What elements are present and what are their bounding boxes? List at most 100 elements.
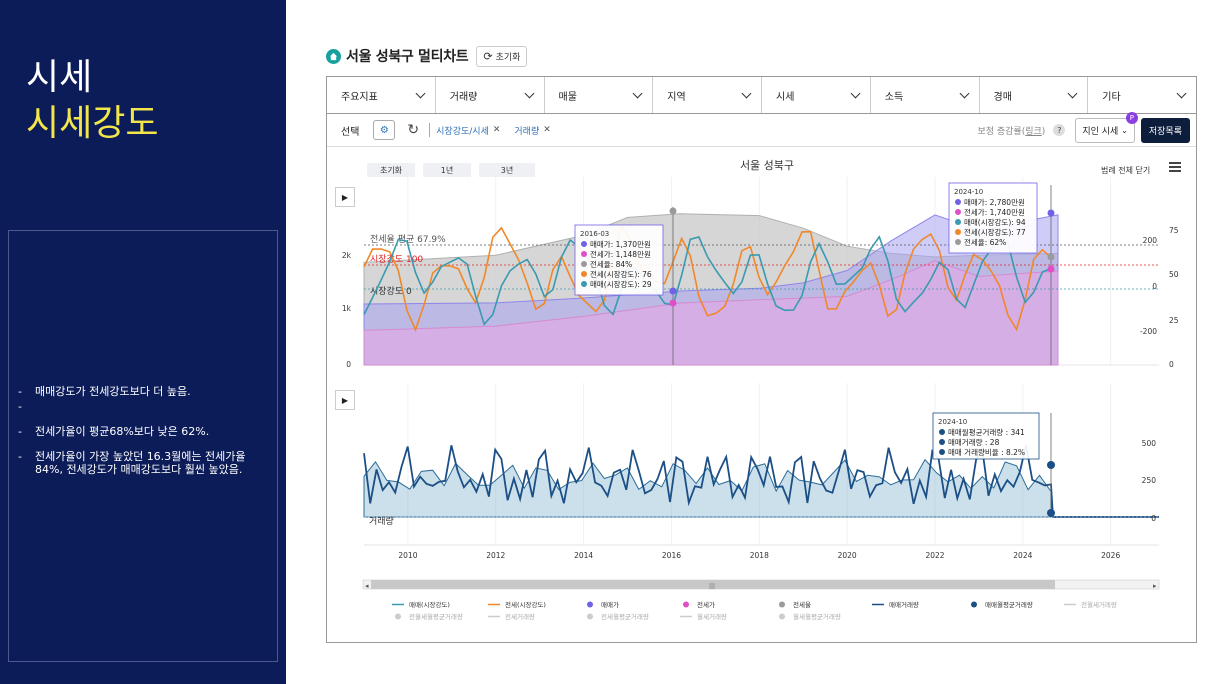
- legend-label: 전세거래량: [505, 612, 535, 621]
- chevron-down-icon: ⌄: [1121, 125, 1128, 135]
- legend-item[interactable]: 전세율: [779, 600, 811, 609]
- point-jeonse-price-2016: [669, 299, 677, 307]
- refresh-icon[interactable]: ↻: [407, 122, 420, 138]
- slide-panel: 시세 시세강도 - 매매강도가 전세강도보다 더 높음. - - 전세가율이 평균6…: [0, 0, 286, 684]
- legend-label: 월세월평균거래량: [793, 612, 841, 621]
- y-right-tick: 50: [1169, 270, 1179, 279]
- tab-volume[interactable]: 거래량: [436, 77, 545, 113]
- close-icon[interactable]: ✕: [492, 125, 501, 135]
- scroll-thumb[interactable]: [371, 580, 1055, 589]
- tooltip-row: 매매거래량 : 28: [948, 438, 1000, 447]
- price-source-dropdown[interactable]: 지인 시세 ⌄ P: [1075, 111, 1138, 143]
- zoom-1y-button[interactable]: 1년: [423, 163, 471, 177]
- legend-dot-marker: [395, 613, 401, 620]
- legend-item[interactable]: 전세거래량: [488, 612, 535, 621]
- chart-area: 초기화 1년 3년 서울 성북구 범례 전체 닫기 전세율 평균 67.9% 시…: [327, 147, 1196, 644]
- strength-100-label: 시장강도 100: [370, 254, 423, 265]
- chevron-down-icon: [850, 88, 861, 98]
- x-tick-label: 2010: [398, 551, 417, 560]
- premium-badge: P: [1125, 111, 1138, 124]
- tab-price[interactable]: 시세: [762, 77, 871, 113]
- selection-bar: 선택 ⚙ ↻ 시장강도/시세 ✕ 거래량 ✕ 보정 증감률(링크) ? 지인 시세 …: [327, 111, 1196, 147]
- filter-icon: ⚙: [379, 124, 389, 136]
- home-icon: [326, 48, 341, 64]
- tab-auction[interactable]: 경매: [980, 77, 1089, 113]
- tooltip-row: 매매월평균거래량 : 341: [948, 427, 1025, 437]
- point-jeonse-rate-2024: [1047, 253, 1055, 261]
- adjust-rate-link[interactable]: 보정 증감률(링크): [977, 126, 1046, 137]
- legend-close-button[interactable]: 범례 전체 닫기: [1101, 166, 1151, 175]
- avg-volume-area: [363, 458, 1052, 518]
- legend-item[interactable]: 월세거래량: [680, 612, 727, 621]
- point-jeonse-rate-2016: [669, 207, 677, 215]
- x-tick-label: 2022: [925, 551, 944, 560]
- legend-item[interactable]: 전월세월평균거래량: [395, 612, 463, 621]
- legend-item[interactable]: 전세월평균거래량: [587, 612, 649, 621]
- chevron-down-icon: [524, 88, 534, 98]
- tooltip-row: 전세가: 1,740만원: [964, 207, 1025, 217]
- x-tick-label: 2026: [1101, 551, 1120, 560]
- legend-item[interactable]: 전월세거래량: [1064, 600, 1117, 609]
- scroll-left-arrow: ◂: [365, 582, 369, 590]
- legend-item[interactable]: 전세가: [683, 600, 715, 609]
- tooltip-2016: 2016-03 매매가: 1,370만원 전세가: 1,148만원 전세율: 8…: [574, 224, 664, 296]
- multichart-svg: 전세율 평균 67.9% 시장강도 100 시장강도 0 0 1k 2k -200 0 2…: [342, 177, 1179, 621]
- legend-label: 전월세월평균거래량: [409, 612, 463, 621]
- tooltip-row: 전세(시장강도): 76: [590, 269, 652, 279]
- volume-panel-label: 거래량: [369, 515, 394, 527]
- legend-dot-marker: [779, 601, 785, 608]
- tooltip-row: 매매가: 2,780만원: [964, 198, 1025, 207]
- note-item: - 전세가율이 가장 높았던 16.3월에는 전세가율 84%, 전세강도가 매매…: [18, 450, 246, 476]
- legend-label: 전세월평균거래량: [601, 612, 649, 621]
- notes-list: - 매매강도가 전세강도보다 더 높음. - - 전세가율이 평균68%보다 낮은 …: [18, 385, 276, 478]
- jeonse-strength-line: [363, 225, 1052, 332]
- tab-other[interactable]: 기타: [1088, 77, 1196, 113]
- chip-strength-price[interactable]: 시장강도/시세 ✕: [436, 125, 501, 137]
- legend-item[interactable]: 월세월평균거래량: [779, 612, 841, 621]
- y-left-tick: 1k: [342, 304, 352, 313]
- multichart-app: 주요지표 거래량 매물 지역 시세 소득 경매 기타 선택 ⚙ ↻ 시장강도/시…: [326, 76, 1197, 643]
- filter-button[interactable]: ⚙: [373, 120, 396, 140]
- x-tick-label: 2012: [486, 551, 505, 560]
- legend-item[interactable]: 전세(시장강도): [488, 600, 546, 609]
- legend-dot-marker: [587, 601, 593, 608]
- play-button-upper[interactable]: ▶: [335, 187, 355, 207]
- zoom-reset-button[interactable]: 초기화: [367, 163, 415, 177]
- tooltip-row: 매매가: 1,370만원: [590, 240, 651, 249]
- zoom-3y-button[interactable]: 3년: [479, 163, 535, 177]
- chart-header: 서울 성북구 멀티차트 ⟳ 초기화: [326, 44, 528, 68]
- save-list-button[interactable]: 저장목록: [1140, 117, 1190, 143]
- y-volume-tick: 0: [1151, 514, 1156, 523]
- legend-dot-marker: [683, 601, 689, 608]
- tooltip-row: 전세(시장강도): 77: [964, 227, 1026, 237]
- y-right-tick: 0: [1169, 360, 1174, 369]
- chevron-down-icon: [741, 88, 752, 98]
- upper-axes: 0 1k 2k -200 0 200 0 25 50 75: [342, 226, 1179, 369]
- tab-listings[interactable]: 매물: [545, 77, 654, 113]
- tooltip-row: 매매 거래량비율 : 8.2%: [948, 448, 1025, 457]
- y-mid-tick: 0: [1152, 282, 1157, 291]
- legend-item[interactable]: 매매(시장강도): [392, 600, 450, 609]
- menu-icon[interactable]: [1169, 162, 1181, 174]
- note-item: - 전세가율이 평균68%보다 낮은 62%.: [18, 425, 210, 438]
- legend-item[interactable]: 매매월평균거래량: [971, 600, 1033, 609]
- help-icon[interactable]: ?: [1053, 124, 1066, 136]
- play-button-lower[interactable]: ▶: [335, 390, 355, 410]
- tab-income[interactable]: 소득: [871, 77, 980, 113]
- x-tick-label: 2014: [574, 551, 593, 560]
- tooltip-date: 2024-10: [938, 418, 967, 426]
- reset-button[interactable]: ⟳ 초기화: [476, 45, 528, 67]
- legend-label: 전세가: [697, 600, 715, 609]
- tooltip-row: 전세율: 62%: [964, 237, 1006, 247]
- legend-item[interactable]: 매매가: [587, 600, 619, 609]
- legend-dot-marker: [971, 601, 977, 608]
- chevron-down-icon: [632, 88, 643, 98]
- notes-box: [8, 230, 278, 662]
- chip-volume[interactable]: 거래량 ✕: [514, 125, 551, 137]
- close-icon[interactable]: ✕: [543, 125, 551, 135]
- tab-region[interactable]: 지역: [653, 77, 762, 113]
- chevron-down-icon: [1176, 88, 1187, 98]
- legend-item[interactable]: 매매거래량: [872, 600, 919, 609]
- tab-main-indicators[interactable]: 주요지표: [327, 77, 436, 113]
- legend-label: 매매월평균거래량: [985, 600, 1033, 609]
